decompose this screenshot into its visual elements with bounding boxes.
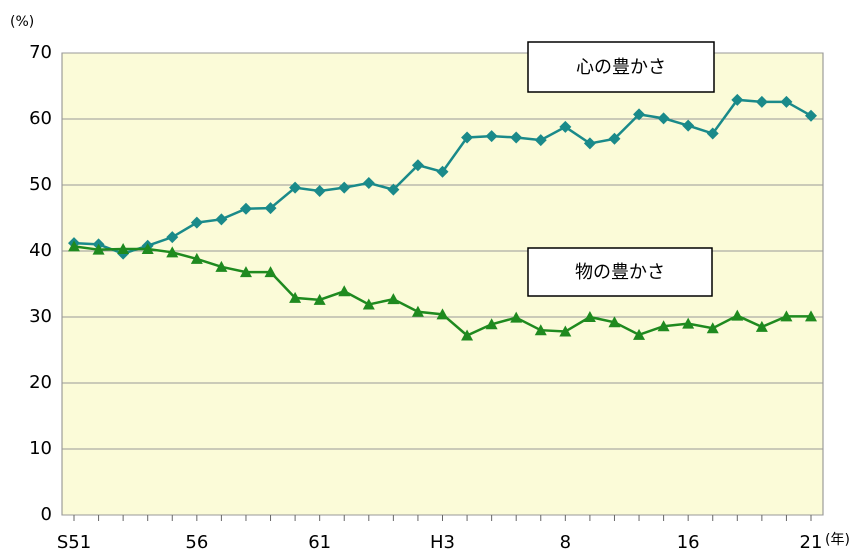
y-tick-label: 60 <box>29 108 52 129</box>
marker <box>608 316 621 328</box>
marker <box>338 181 351 194</box>
y-unit-label: (%) <box>10 14 34 30</box>
marker <box>215 213 228 226</box>
marker <box>682 317 695 329</box>
marker <box>510 311 523 323</box>
marker <box>657 112 670 125</box>
marker <box>805 310 817 322</box>
marker <box>780 95 793 108</box>
y-tick-label: 50 <box>29 174 52 195</box>
marker <box>387 293 400 305</box>
marker <box>436 165 449 178</box>
marker <box>239 202 252 215</box>
marker <box>510 131 523 144</box>
marker <box>559 325 572 337</box>
marker <box>706 322 719 334</box>
marker <box>362 177 375 190</box>
marker <box>338 285 351 297</box>
marker <box>141 243 154 255</box>
series-label: 物の豊かさ <box>575 262 665 283</box>
x-tick-label: 61 <box>308 532 331 553</box>
marker <box>117 243 130 255</box>
marker <box>387 183 400 196</box>
marker <box>731 309 744 321</box>
y-tick-label: 10 <box>29 438 52 459</box>
y-tick-label: 30 <box>29 306 52 327</box>
marker <box>583 137 596 150</box>
marker <box>166 231 179 244</box>
marker <box>313 293 326 305</box>
marker <box>731 93 744 106</box>
marker <box>190 252 203 264</box>
x-tick-label: 8 <box>560 532 571 553</box>
y-tick-label: 20 <box>29 372 52 393</box>
marker <box>92 243 105 255</box>
marker <box>313 184 326 197</box>
marker <box>289 291 302 303</box>
y-tick-label: 40 <box>29 240 52 261</box>
marker <box>68 240 80 252</box>
marker <box>755 95 768 108</box>
marker <box>485 318 498 330</box>
label-box <box>527 247 713 297</box>
y-tick-label: 70 <box>29 42 52 63</box>
marker <box>780 310 793 322</box>
x-unit-label: (年) <box>825 532 850 548</box>
y-tick-label: 0 <box>41 504 52 525</box>
marker <box>559 120 572 133</box>
marker <box>633 108 646 121</box>
series-label: 心の豊かさ <box>576 57 666 78</box>
marker <box>289 181 302 194</box>
x-tick-label: S51 <box>57 532 91 553</box>
marker <box>264 202 277 215</box>
marker <box>362 298 375 310</box>
marker <box>534 324 547 336</box>
marker <box>436 308 449 320</box>
marker <box>706 127 719 140</box>
marker <box>657 320 670 332</box>
marker <box>411 305 424 317</box>
marker <box>805 109 817 122</box>
marker <box>461 329 474 341</box>
marker <box>608 132 621 145</box>
label-box <box>527 41 715 93</box>
marker <box>166 246 179 258</box>
marker <box>264 266 277 278</box>
marker <box>215 260 228 272</box>
marker <box>534 134 547 147</box>
marker <box>485 130 498 143</box>
x-tick-label: H3 <box>430 532 455 553</box>
marker <box>633 328 646 340</box>
x-tick-label: 21 <box>800 532 823 553</box>
marker <box>411 159 424 172</box>
marker <box>755 320 768 332</box>
marker <box>190 216 203 229</box>
marker <box>461 131 474 144</box>
x-tick-label: 56 <box>185 532 208 553</box>
x-tick-label: 16 <box>677 532 700 553</box>
marker <box>682 119 695 132</box>
marker <box>239 266 252 278</box>
marker <box>583 311 596 322</box>
